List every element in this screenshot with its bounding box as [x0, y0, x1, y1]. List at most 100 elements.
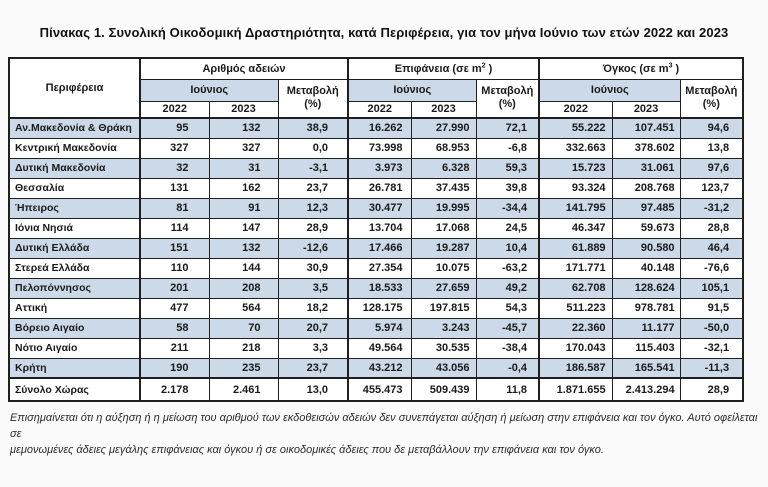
permits-2023-cell: 70	[208, 317, 279, 339]
permits-2023-cell: 2.461	[208, 377, 279, 402]
superscript: 2	[481, 62, 486, 70]
permits-change-cell: -12,6	[277, 237, 349, 259]
volume-change-cell: 94,6	[679, 117, 744, 139]
group-title-post: )	[485, 62, 493, 75]
volume-2023-cell: 107.451	[611, 117, 681, 139]
surface-change-cell: -0,4	[475, 357, 540, 379]
surface-2022-cell: 16.262	[347, 117, 412, 139]
surface-change-cell: 24,5	[475, 217, 540, 239]
permits-2022-cell: 211	[139, 337, 210, 359]
permits-2023-cell: 235	[208, 357, 279, 379]
permits-2022-cell: 32	[139, 157, 210, 179]
surface-2022-cell: 128.175	[347, 297, 412, 319]
volume-2022-cell: 62.708	[538, 277, 613, 299]
permits-2023-cell: 144	[208, 257, 279, 279]
surface-2023-cell: 43.056	[410, 357, 477, 379]
surface-2022-cell: 30.477	[347, 197, 412, 219]
volume-change-cell: 97,6	[679, 157, 744, 179]
page-title: Πίνακας 1. Συνολική Οικοδομική Δραστηριό…	[39, 25, 729, 40]
permits-change-cell: 20,7	[277, 317, 349, 339]
volume-change-cell: -32,1	[679, 337, 744, 359]
year-header-2023: 2023	[611, 100, 681, 119]
change-header-volume: Μεταβολή (%)	[679, 78, 744, 119]
volume-change-cell: 46,4	[679, 237, 744, 259]
volume-change-cell: -50,0	[679, 317, 744, 339]
volume-2023-cell: 208.768	[611, 177, 681, 199]
table-body: Αν.Μακεδονία & Θράκη 95 132 38,9 16.262 …	[8, 117, 744, 402]
volume-2023-cell: 59.673	[611, 217, 681, 239]
permits-change-cell: 13,0	[277, 377, 349, 402]
surface-change-cell: -34,4	[475, 197, 540, 219]
surface-2022-cell: 26.781	[347, 177, 412, 199]
volume-2022-cell: 93.324	[538, 177, 613, 199]
surface-change-cell: 54,3	[475, 297, 540, 319]
permits-change-cell: 0,0	[277, 137, 349, 159]
surface-2022-cell: 17.466	[347, 237, 412, 259]
permits-2023-cell: 132	[208, 237, 279, 259]
region-name: Βόρειο Αιγαίο	[8, 317, 141, 339]
permits-2022-cell: 2.178	[139, 377, 210, 402]
surface-2023-cell: 19.995	[410, 197, 477, 219]
permits-2022-cell: 327	[139, 137, 210, 159]
surface-change-cell: -38,4	[475, 337, 540, 359]
group-header-permits: Αριθμός αδειών	[139, 57, 349, 80]
permits-2022-cell: 477	[139, 297, 210, 319]
volume-2023-cell: 31.061	[611, 157, 681, 179]
permits-change-cell: 18,2	[277, 297, 349, 319]
change-header-surface: Μεταβολή (%)	[475, 78, 540, 119]
change-label: Μεταβολή	[685, 84, 738, 97]
volume-2022-cell: 511.223	[538, 297, 613, 319]
volume-2022-cell: 46.347	[538, 217, 613, 239]
building-activity-table: Περιφέρεια Αριθμός αδειών Επιφάνεια (σε …	[8, 57, 745, 402]
volume-2023-cell: 11.177	[611, 317, 681, 339]
volume-change-cell: 91,5	[679, 297, 744, 319]
permits-change-cell: -3,1	[277, 157, 349, 179]
region-name: Σύνολο Χώρας	[8, 377, 141, 402]
table-row: Πελοπόννησος 201 208 3,5 18.533 27.659 4…	[8, 277, 744, 299]
superscript: 3	[668, 62, 673, 70]
footnote: Επισημαίνεται ότι η αύξηση ή η μείωση το…	[10, 411, 758, 459]
volume-change-cell: 28,9	[679, 377, 744, 402]
volume-2022-cell: 141.795	[538, 197, 613, 219]
month-header-surface: Ιούνιος	[347, 78, 477, 102]
group-header-surface: Επιφάνεια (σε m2 )	[347, 57, 540, 80]
change-header-permits: Μεταβολή (%)	[277, 78, 349, 119]
surface-2023-cell: 10.075	[410, 257, 477, 279]
volume-change-cell: 28,8	[679, 217, 744, 239]
permits-2023-cell: 31	[208, 157, 279, 179]
surface-2023-cell: 68.953	[410, 137, 477, 159]
region-name: Δυτική Μακεδονία	[8, 157, 141, 179]
surface-2022-cell: 13.704	[347, 217, 412, 239]
surface-2023-cell: 37.435	[410, 177, 477, 199]
region-name: Νότιο Αιγαίο	[8, 337, 141, 359]
permits-2022-cell: 110	[139, 257, 210, 279]
volume-2023-cell: 97.485	[611, 197, 681, 219]
surface-change-cell: 59,3	[475, 157, 540, 179]
year-header-2022: 2022	[538, 100, 613, 119]
surface-change-cell: 49,2	[475, 277, 540, 299]
surface-change-cell: -63,2	[475, 257, 540, 279]
volume-2022-cell: 171.771	[538, 257, 613, 279]
change-label: Μεταβολή	[481, 84, 534, 97]
volume-change-cell: 13,8	[679, 137, 744, 159]
surface-2022-cell: 27.354	[347, 257, 412, 279]
surface-2022-cell: 5.974	[347, 317, 412, 339]
permits-change-cell: 3,5	[277, 277, 349, 299]
surface-2022-cell: 3.973	[347, 157, 412, 179]
surface-change-cell: 72,1	[475, 117, 540, 139]
year-header-2023: 2023	[208, 100, 279, 119]
table-row: Θεσσαλία 131 162 23,7 26.781 37.435 39,8…	[8, 177, 744, 199]
region-column-header: Περιφέρεια	[8, 57, 141, 119]
group-title: Επιφάνεια (σε m	[394, 62, 482, 75]
permits-change-cell: 23,7	[277, 177, 349, 199]
change-unit: (%)	[498, 98, 516, 111]
table-row: Σύνολο Χώρας 2.178 2.461 13,0 455.473 50…	[8, 377, 744, 402]
group-title: Αριθμός αδειών	[202, 62, 286, 75]
volume-change-cell: -31,2	[679, 197, 744, 219]
volume-2023-cell: 2.413.294	[611, 377, 681, 402]
surface-2023-cell: 27.990	[410, 117, 477, 139]
volume-change-cell: -76,6	[679, 257, 744, 279]
permits-change-cell: 30,9	[277, 257, 349, 279]
surface-2023-cell: 509.439	[410, 377, 477, 402]
permits-2023-cell: 132	[208, 117, 279, 139]
